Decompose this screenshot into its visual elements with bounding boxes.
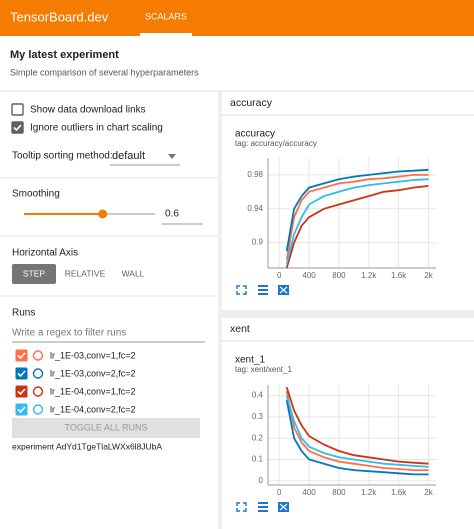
chart-subtitle: tag: xent/xent_1 [235,365,292,374]
x-tick-label: 1.2k [361,271,377,280]
x-tick-label: 0 [277,488,282,497]
run-checkbox[interactable] [15,385,28,398]
series-line [285,399,429,476]
experiment-description: Simple comparison of several hyperparame… [10,67,199,77]
experiment-id: experiment AdYd1TgeTlaLWXx6l8JUbA [12,441,162,451]
y-tick-label: 0.1 [252,455,264,464]
axis-option[interactable]: RELATIVE [65,268,106,278]
y-tick-label: 0 [259,476,264,485]
check-mark [17,406,26,414]
series-line [285,178,429,265]
sidebar [0,92,218,529]
series-line [285,168,429,252]
y-tick-label: 0.94 [247,204,263,213]
y-tick-label: 0.9 [252,238,264,247]
smoothing-value[interactable]: 0.6 [165,209,179,220]
tooltip-value[interactable]: default [112,150,145,162]
expand-icon[interactable] [236,285,247,295]
y-tick-label: 0.98 [247,170,263,179]
run-color[interactable] [32,350,44,361]
series-line [285,174,429,260]
axis-button[interactable] [12,264,56,284]
checkbox[interactable] [11,103,24,116]
axis-label: Horizontal Axis [12,248,78,259]
run-name: lr_1E-04,conv=1,fc=2 [50,386,136,396]
run-name: lr_1E-03,conv=1,fc=2 [50,350,136,360]
x-tick-label: 800 [332,271,346,280]
expand-icon[interactable] [236,502,247,512]
data-icon[interactable] [258,285,268,295]
y-tick-label: 0.4 [252,391,264,400]
tab[interactable]: SCALARS [145,11,187,21]
check-mark [17,352,26,360]
section-title[interactable]: accuracy [230,97,273,109]
run-checkbox[interactable] [15,403,28,416]
runs-filter[interactable]: Write a regex to filter runs [12,328,126,339]
section-title[interactable]: xent [230,323,250,335]
smoothing-label: Smoothing [12,189,60,200]
data-icon[interactable] [258,502,268,512]
top-bar [0,0,474,36]
run-color[interactable] [32,404,44,415]
x-tick-label: 1.6k [391,488,407,497]
fit-icon-arrows[interactable] [279,503,288,511]
fit-icon-arrows[interactable] [279,286,288,294]
run-checkbox[interactable] [15,349,28,362]
x-tick-label: 400 [302,271,316,280]
run-name: lr_1E-04,conv=2,fc=2 [50,404,136,414]
check-mark [13,124,22,132]
experiment-panel [0,36,474,90]
tab-underline [140,33,192,36]
x-tick-label: 2k [424,271,433,280]
series-line [285,395,429,468]
dropdown-arrow[interactable] [168,154,176,159]
chart-title: xent_1 [235,355,265,366]
x-tick-label: 800 [332,488,346,497]
slider-thumb[interactable] [98,209,108,219]
chart-card [222,342,474,529]
section-header [222,92,474,114]
section-header [222,318,474,340]
check-mark [17,388,26,396]
y-tick-label: 0.2 [252,433,264,442]
experiment-title: My latest experiment [10,49,119,61]
series-line [285,386,429,465]
chart-subtitle: tag: accuracy/accuracy [235,139,317,148]
x-tick-label: 0 [277,271,282,280]
series-line [285,391,429,471]
x-tick-label: 400 [302,488,316,497]
check-mark [17,370,26,378]
runs-label: Runs [12,308,35,319]
axis-option[interactable]: WALL [122,268,145,278]
run-checkbox[interactable] [15,367,28,380]
toggle-button[interactable] [12,418,200,438]
brand[interactable]: TensorBoard.dev [10,9,109,24]
run-name: lr_1E-03,conv=2,fc=2 [50,368,136,378]
x-tick-label: 1.6k [391,271,407,280]
series-line [285,185,429,269]
checkbox[interactable] [11,121,24,134]
x-tick-label: 2k [424,488,433,497]
axis-option[interactable]: STEP [23,268,46,278]
run-color[interactable] [32,386,44,397]
tooltip-label: Tooltip sorting method: [12,151,113,162]
toggle-label[interactable]: TOGGLE ALL RUNS [64,422,147,432]
x-tick-label: 1.2k [361,488,377,497]
run-color[interactable] [32,368,44,379]
chart-card [222,116,474,310]
y-tick-label: 0.3 [252,412,264,421]
option-label[interactable]: Ignore outliers in chart scaling [30,123,163,134]
option-label[interactable]: Show data download links [30,105,146,116]
chart-title: accuracy [235,129,275,140]
